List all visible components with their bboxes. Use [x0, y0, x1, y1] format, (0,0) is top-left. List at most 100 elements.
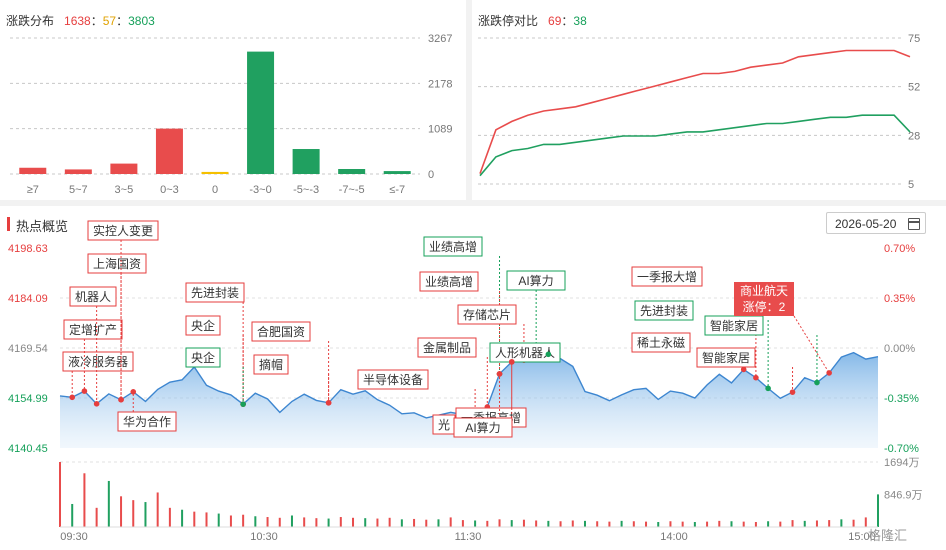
- category-label: -5~-3: [293, 184, 319, 196]
- limit-panel: 涨跌停对比 69：38 75 52 28 5: [472, 0, 946, 200]
- callout-line1: 商业航天: [740, 283, 788, 298]
- volume-bar: [547, 520, 550, 527]
- category-label: 5~7: [69, 184, 88, 196]
- annotation-box: [631, 332, 691, 353]
- volume-bar: [376, 518, 379, 527]
- annotation-label: 央企: [191, 318, 215, 333]
- y-tick-label: 2178: [428, 78, 452, 90]
- annotation-box: [357, 369, 429, 390]
- volume-bar: [645, 521, 648, 527]
- hot-title: 热点概览: [16, 219, 69, 234]
- volume-bar: [828, 520, 831, 527]
- volume-bar: [571, 520, 574, 527]
- distribution-title: 涨跌分布 1638：57：3803: [6, 14, 155, 28]
- limit-chart: 75 52 28 5: [478, 33, 920, 191]
- annotation-box: [251, 321, 311, 342]
- volume-bar: [120, 496, 123, 527]
- bar: [292, 149, 320, 174]
- volume-bar: [364, 518, 367, 527]
- annotation-box: [253, 354, 289, 375]
- volume-bar: [510, 520, 513, 527]
- category-label: -7~-5: [339, 184, 365, 196]
- volume-bar: [620, 520, 623, 527]
- annotation-box: [634, 300, 694, 321]
- x-tick-label: 11:30: [455, 531, 482, 543]
- annotation-dot: [240, 401, 246, 407]
- annotation-dot: [508, 359, 515, 365]
- calendar-icon[interactable]: [908, 218, 920, 230]
- category-label: ≥7: [27, 184, 39, 196]
- annotation-box: [87, 253, 147, 274]
- annotation-box: [62, 351, 134, 372]
- annotation-label: 一季报大增: [637, 269, 697, 284]
- bar: [19, 167, 47, 174]
- date-picker[interactable]: 2026-05-20: [826, 212, 926, 234]
- flat-count: 57: [102, 14, 117, 28]
- category-label: -3~0: [249, 184, 271, 196]
- x-tick-label: 10:30: [250, 531, 278, 543]
- fall-count: 3803: [128, 14, 155, 28]
- y-tick-label: 1089: [428, 124, 452, 136]
- annotation-dot: [93, 401, 100, 407]
- volume-bar: [803, 520, 806, 527]
- volume-bar: [754, 522, 757, 527]
- annotation-dot: [81, 388, 88, 394]
- volume-bar: [559, 521, 562, 527]
- y-tick-label: 28: [908, 130, 920, 142]
- volume-bar: [596, 521, 599, 527]
- volume-bar: [718, 520, 721, 527]
- volume-bar: [413, 518, 416, 527]
- volume-bar: [425, 519, 428, 527]
- volume-bar: [352, 517, 355, 527]
- y-tick-label: 0: [428, 169, 434, 181]
- volume-bar: [449, 517, 452, 527]
- annotation-label: 机器人: [75, 290, 111, 304]
- annotation-dot: [69, 394, 76, 401]
- hot-panel: 热点概览 2026-05-20 4198.63 0.70% 4184.09 0.35%…: [0, 206, 946, 550]
- price-area: [60, 351, 878, 448]
- volume-bar: [290, 515, 293, 527]
- annotation-label: 业绩高增: [425, 274, 473, 289]
- annotation-label: 存储芯片: [463, 307, 511, 322]
- volume-bar: [742, 521, 745, 527]
- annotation-label: 摘帽: [259, 357, 283, 372]
- annotation-label: AI算力: [465, 420, 500, 435]
- annotation-box: [489, 342, 561, 363]
- annotation-label: AI算力: [518, 273, 553, 288]
- pct-tick-label: 0.70%: [884, 243, 915, 255]
- volume-bar: [95, 507, 98, 527]
- volume-bar: [681, 521, 684, 527]
- volume-bar: [583, 520, 586, 527]
- volume-bar: [437, 519, 440, 527]
- volume-bar: [815, 520, 818, 527]
- volume-bar: [278, 517, 281, 527]
- hot-chart: 4198.63 0.70% 4184.09 0.35% 4169.54 0.00% 4154…: [8, 220, 923, 543]
- annotation-box: [423, 236, 483, 257]
- price-tick-label: 4169.54: [8, 343, 48, 355]
- annotation-dot: [496, 371, 503, 377]
- pct-tick-label: -0.35%: [884, 393, 919, 405]
- volume-bar: [144, 502, 147, 527]
- price-tick-label: 4198.63: [8, 243, 48, 255]
- volume-bar: [107, 480, 110, 527]
- annotation-label: 稀土永磁: [637, 335, 685, 350]
- annotation-label: 业绩高增: [429, 239, 477, 254]
- volume-bar: [474, 520, 477, 527]
- callout-line2: 涨停：2: [743, 299, 786, 314]
- x-tick-label: 15:00: [848, 531, 876, 543]
- annotation-dot: [814, 379, 820, 386]
- annotation-box: [457, 304, 517, 325]
- annotation-box: [185, 315, 221, 336]
- volume-tick-label: 846.9万: [884, 490, 923, 502]
- rise-count: 1638: [64, 14, 91, 28]
- annotation-box: [631, 266, 703, 287]
- volume-bar: [83, 473, 86, 527]
- volume-bar: [498, 519, 501, 527]
- callout-dot: [826, 370, 832, 376]
- volume-bar: [669, 521, 672, 527]
- annotation-dot: [325, 399, 332, 406]
- y-tick-label: 52: [908, 82, 920, 94]
- volume-bar: [59, 462, 61, 527]
- volume-bar: [730, 521, 733, 527]
- annotation-label: 上海国资: [93, 256, 141, 271]
